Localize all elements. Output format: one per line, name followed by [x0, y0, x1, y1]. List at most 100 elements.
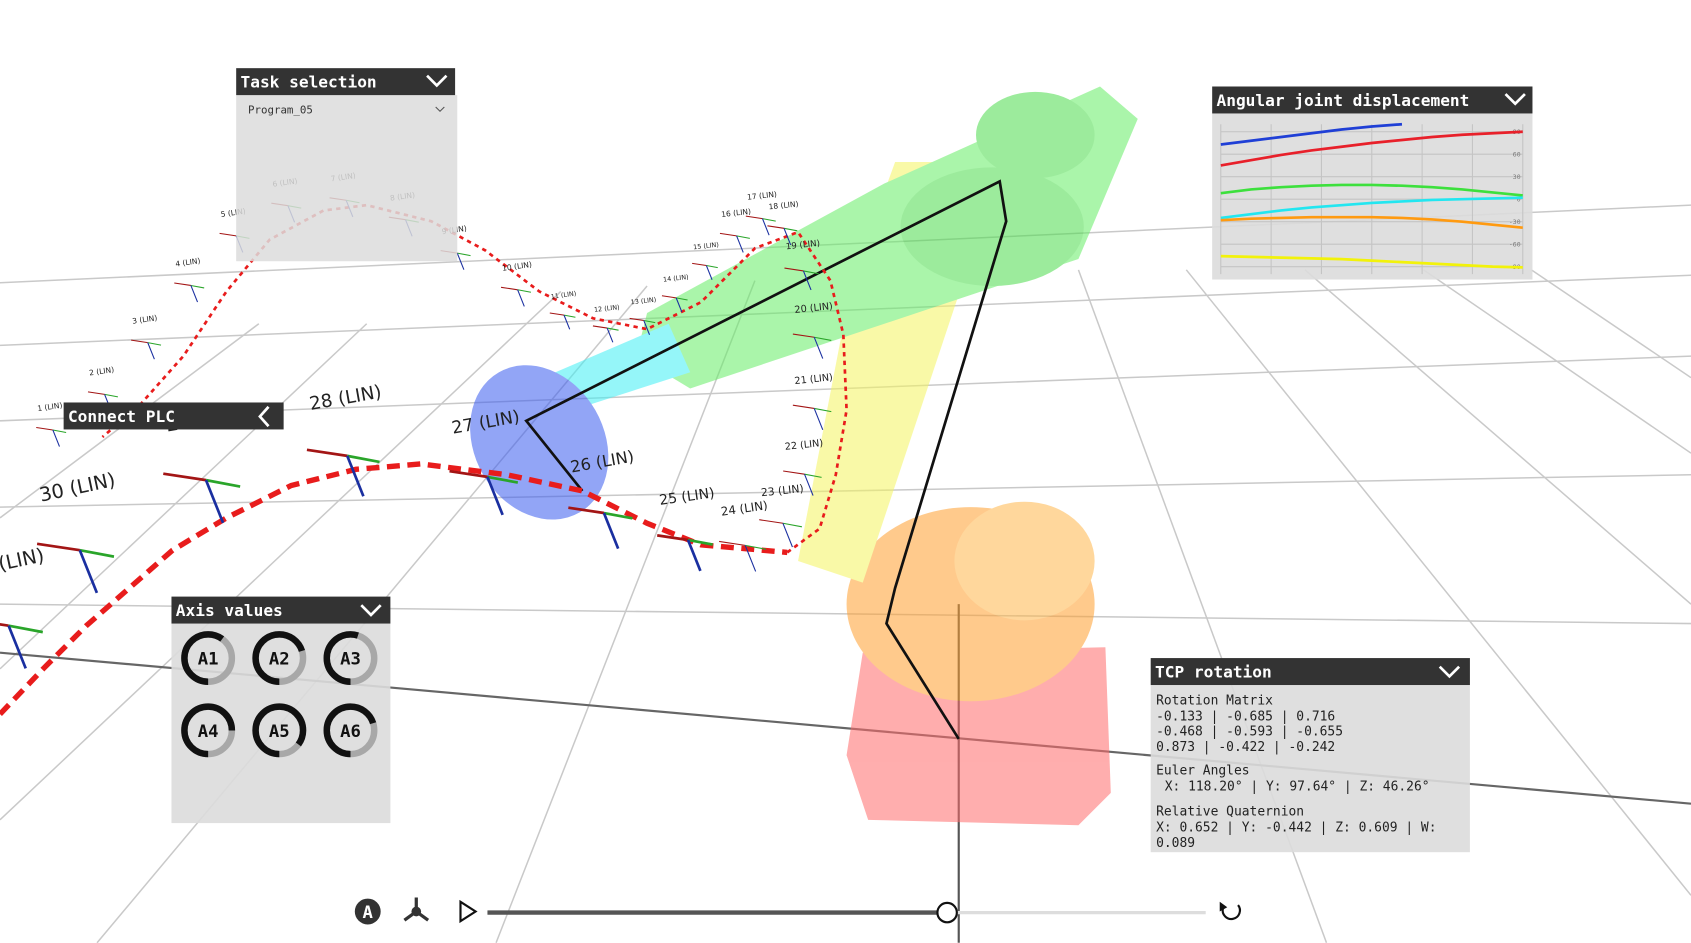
frame-z [804, 473, 814, 496]
panel-title: Connect PLC [68, 407, 175, 426]
frame-y [347, 454, 380, 464]
frame-y [745, 544, 767, 550]
quaternion-values: X: 0.652 | Y: -0.442 | Z: 0.609 | W: [1156, 821, 1436, 836]
frame-z [563, 314, 571, 330]
frame-y [52, 429, 67, 434]
panel-header[interactable] [171, 596, 391, 624]
timeline-knob[interactable] [936, 901, 958, 924]
collapse-icon[interactable] [1504, 93, 1526, 106]
path-front [0, 461, 788, 717]
gauge-label: A2 [269, 650, 290, 670]
gauge-label: A3 [340, 650, 361, 670]
panel-header[interactable] [63, 402, 284, 430]
frame-x [549, 312, 565, 316]
waypoint-frames [0, 197, 832, 669]
frame-z [78, 549, 99, 594]
collapse-icon[interactable] [426, 74, 448, 88]
y-tick-label: -30 [1509, 218, 1521, 226]
frame-x [783, 470, 805, 475]
frame-toggle[interactable] [403, 897, 430, 922]
frame-y [762, 218, 776, 222]
joint-line [1220, 122, 1403, 146]
mode-button[interactable] [354, 898, 381, 925]
frame-y [804, 473, 822, 478]
frame-x [692, 262, 707, 267]
frame-y [147, 342, 162, 346]
y-tick-label: 0 [1517, 195, 1521, 203]
timeline [487, 901, 958, 924]
panel-header[interactable] [236, 68, 456, 96]
frame-x [568, 506, 605, 515]
gauge-arc [323, 631, 378, 686]
waypoint-label: 11 (LIN) [550, 289, 577, 300]
frame-y [814, 336, 832, 341]
frame-z [802, 270, 812, 291]
frame-z [761, 218, 770, 236]
frame-x [592, 325, 608, 329]
robot [470, 86, 1138, 826]
matrix-row: -0.133 | -0.685 | 0.716 [1156, 710, 1335, 725]
panel-header[interactable] [1150, 658, 1470, 686]
frame-y [603, 511, 633, 520]
frame-y [190, 284, 205, 289]
waypoint-label: 21 (LIN) [794, 372, 833, 387]
waypoint-label: 2 (LIN) [89, 365, 115, 377]
frame-y [643, 319, 656, 324]
quaternion-values: 0.089 [1156, 836, 1195, 851]
frame-z [783, 228, 792, 246]
frame-z [813, 408, 824, 430]
reset-button[interactable] [1221, 904, 1241, 921]
frame-x [719, 232, 737, 237]
y-tick-label: 30 [1513, 173, 1521, 181]
matrix-row: -0.468 | -0.593 | -0.655 [1156, 725, 1343, 740]
matrix-row: 0.873 | -0.422 | -0.242 [1156, 740, 1335, 755]
frame-x [719, 540, 746, 546]
gauge-arc [323, 703, 378, 758]
gauge-label: A6 [340, 722, 361, 742]
playback-controls: A [354, 897, 1241, 925]
panel-header[interactable] [1212, 86, 1533, 114]
gauge-arc [181, 631, 236, 686]
frame-x [163, 472, 207, 482]
joint-line [1220, 196, 1523, 220]
frame-x [792, 404, 815, 409]
panel-title: Angular joint displacement [1216, 91, 1469, 110]
matrix-heading: Rotation Matrix [1156, 693, 1273, 708]
collapse-icon[interactable] [1438, 665, 1461, 679]
frame-z [606, 327, 614, 343]
frame-z [744, 545, 757, 572]
frame-x [745, 215, 763, 220]
frame-x [36, 542, 81, 552]
gauge-arc [252, 703, 307, 758]
waypoint-label: 1 (LIN) [37, 401, 63, 413]
waypoint-label: 4 (LIN) [175, 256, 201, 268]
collapse-icon[interactable] [360, 604, 382, 617]
expand-icon[interactable] [258, 405, 270, 428]
dropdown-icon[interactable] [435, 106, 445, 113]
waypoint-label: 28 (LIN) [308, 382, 383, 415]
frame-y [607, 327, 619, 331]
frame-x [657, 534, 689, 542]
frame-x [661, 295, 677, 299]
program-select[interactable]: Program_05 [248, 103, 313, 116]
joint-line [1220, 215, 1523, 230]
waypoint-label: 19 (LIN) [785, 239, 820, 253]
frame-x [449, 469, 488, 479]
joint-chart-panel: Angular joint displacement 9060300-30-60… [1212, 86, 1533, 280]
frame-z [346, 455, 365, 497]
play-button[interactable] [459, 899, 478, 924]
frame-y [205, 478, 241, 488]
frame-z [675, 297, 683, 313]
frame-z [190, 285, 199, 303]
frame-z [602, 512, 620, 550]
gauge-arc [181, 703, 236, 758]
frame-y [687, 538, 713, 546]
task-selection-panel: Task selection Program_05 [236, 68, 458, 262]
axis-values-panel: Axis values A1 A2 A3 A4 A5 A6 [171, 596, 391, 824]
frame-z [52, 429, 60, 447]
waypoint-label: 30 (LIN) [37, 468, 117, 507]
frame-x [87, 391, 105, 395]
connect-plc-panel: Connect PLC [63, 402, 284, 430]
frame-z [7, 625, 27, 669]
